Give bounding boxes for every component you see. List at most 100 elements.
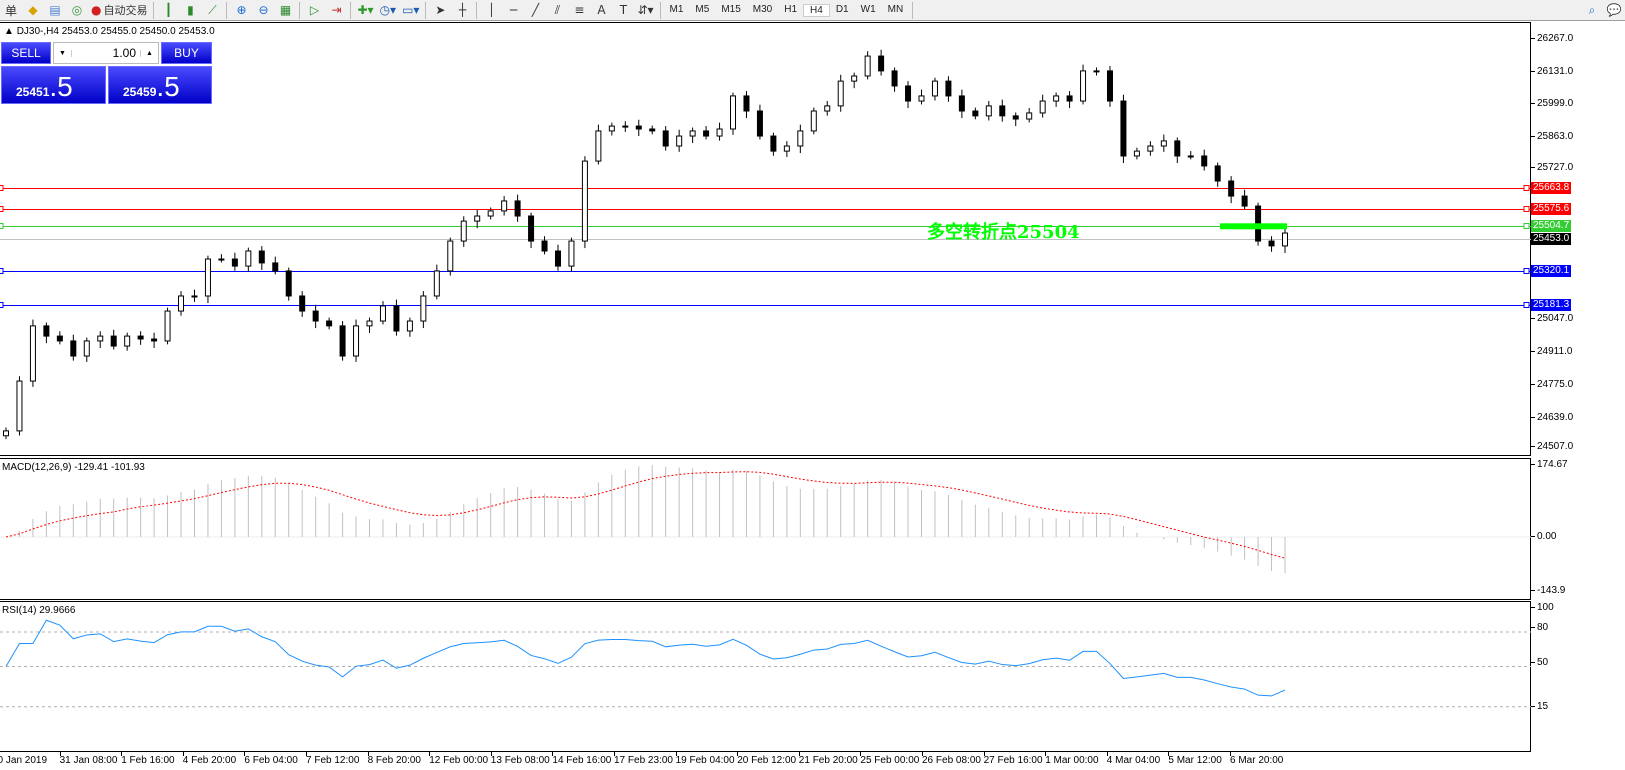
- navigator-icon[interactable]: ▤: [49, 3, 61, 17]
- signal-icon[interactable]: ◎: [71, 3, 83, 17]
- search-icon[interactable]: ⌕: [1588, 2, 1596, 17]
- candle-body: [406, 320, 413, 332]
- candle-body: [245, 250, 252, 267]
- arrows-icon[interactable]: ⇵▾: [637, 3, 654, 17]
- candle-body: [1187, 155, 1194, 158]
- crosshair-icon[interactable]: ┼: [458, 3, 467, 17]
- menu-fragment[interactable]: 单: [4, 3, 17, 18]
- time-label: 26 Feb 08:00: [922, 752, 981, 766]
- periods-icon[interactable]: ◷▾: [379, 3, 397, 17]
- price-tick: 26267.0: [1530, 33, 1574, 44]
- candle-body: [16, 380, 23, 432]
- candle-body: [1241, 195, 1248, 207]
- level-price-tag: 25320.1: [1531, 264, 1572, 277]
- candle-body: [1147, 145, 1154, 152]
- rsi-label: RSI(14) 29.9666: [2, 605, 76, 616]
- text-icon[interactable]: A: [597, 3, 606, 17]
- candle-body: [43, 325, 50, 337]
- profiles-icon[interactable]: ◆: [28, 3, 38, 17]
- time-label: 1 Feb 16:00: [121, 752, 175, 766]
- candle-chart-icon[interactable]: ▮: [187, 3, 194, 17]
- timeframe-m1[interactable]: M1: [669, 3, 684, 15]
- timeframe-h4[interactable]: H4: [803, 3, 830, 17]
- timeframe-w1[interactable]: W1: [860, 3, 876, 15]
- candle-body: [164, 310, 171, 342]
- horizontal-line-icon[interactable]: ─: [509, 3, 518, 17]
- candle-body: [851, 75, 858, 82]
- time-label: 1 Mar 00:00: [1045, 752, 1099, 766]
- rsi-panel[interactable]: RSI(14) 29.9666: [0, 601, 1531, 752]
- candle-body: [1026, 112, 1033, 120]
- zoom-out-icon[interactable]: ⊖: [258, 3, 269, 17]
- autotrade-button[interactable]: ● 自动交易: [91, 3, 148, 17]
- chat-icon[interactable]: 💬: [1606, 3, 1622, 17]
- candle-body: [460, 220, 467, 242]
- auto-scroll-icon[interactable]: ▷: [309, 3, 320, 17]
- candle-body: [379, 305, 386, 322]
- time-label: 14 Feb 16:00: [552, 752, 612, 766]
- vertical-line-icon[interactable]: │: [487, 3, 496, 17]
- price-chart[interactable]: ▲ DJ30-,H4 25453.0 25455.0 25450.0 25453…: [0, 22, 1531, 456]
- equidistant-channel-icon[interactable]: ⫽: [554, 2, 561, 17]
- cursor-icon[interactable]: ➤: [435, 3, 446, 17]
- timeframe-m15[interactable]: M15: [721, 3, 741, 15]
- timeframe-mn[interactable]: MN: [887, 3, 904, 15]
- templates-icon[interactable]: ▭▾: [402, 3, 420, 17]
- candle-body: [151, 338, 158, 342]
- candle-body: [420, 295, 427, 322]
- line-chart-icon[interactable]: ⟋: [208, 2, 217, 17]
- timeframe-h1[interactable]: H1: [784, 3, 798, 15]
- candle-body: [366, 320, 373, 327]
- time-label: 30 Jan 2019: [0, 755, 47, 766]
- sell-price[interactable]: 25451.5: [1, 66, 106, 104]
- sell-button[interactable]: SELL: [1, 42, 51, 64]
- candle-body: [756, 110, 763, 137]
- timeframe-d1[interactable]: D1: [835, 3, 849, 15]
- candle-body: [1106, 70, 1113, 102]
- candle-body: [622, 125, 629, 128]
- time-axis[interactable]: 30 Jan 2019 31 Jan 08:001 Feb 16:00 4 Feb …: [0, 752, 1531, 770]
- fibonacci-icon[interactable]: ≡: [574, 3, 585, 17]
- timeframe-m5[interactable]: M5: [695, 3, 710, 15]
- text-label-icon[interactable]: T: [619, 3, 628, 17]
- candle-body: [1039, 100, 1046, 114]
- time-label: 4 Mar 04:00: [1106, 752, 1161, 766]
- candlestick-canvas: [0, 49, 1531, 440]
- tile-windows-icon[interactable]: ▦: [279, 3, 292, 17]
- bar-chart-icon[interactable]: ┃: [164, 3, 173, 17]
- candle-body: [191, 295, 198, 298]
- lot-input[interactable]: 1.00: [112, 46, 136, 60]
- candle-body: [528, 215, 535, 242]
- chart-shift-icon[interactable]: ⇥: [331, 3, 342, 17]
- candle-body: [137, 335, 144, 340]
- candle-body: [1080, 70, 1087, 102]
- macd-panel[interactable]: MACD(12,26,9) -129.41 -101.93: [0, 458, 1531, 600]
- time-label: 5 Mar 12:00: [1168, 752, 1222, 766]
- candle-body: [299, 295, 306, 312]
- candle-body: [676, 135, 683, 147]
- price-axis[interactable]: 26267.0 26131.0 25999.0 25863.0 25727.0 25047…: [1530, 22, 1625, 752]
- lot-stepper[interactable]: ▼ 1.00 ▲: [53, 42, 159, 64]
- zoom-in-icon[interactable]: ⊕: [236, 3, 247, 17]
- candle-body: [716, 128, 723, 137]
- candle-body: [972, 110, 979, 117]
- increase-lot-button[interactable]: ▲: [140, 49, 158, 57]
- level-handle: [0, 268, 4, 274]
- decrease-lot-button[interactable]: ▼: [54, 49, 72, 57]
- time-label: 27 Feb 16:00: [983, 752, 1043, 766]
- candle-body: [905, 85, 912, 102]
- buy-button[interactable]: BUY: [161, 42, 212, 64]
- indicator-tick: -143.9: [1530, 585, 1566, 596]
- candle-body: [3, 430, 9, 437]
- time-label: 8 Feb 20:00: [367, 752, 421, 766]
- buy-price[interactable]: 25459.5: [108, 66, 212, 104]
- candle-body: [999, 105, 1006, 117]
- level-handle: [1523, 302, 1530, 308]
- candle-body: [29, 325, 36, 382]
- candle-body: [339, 325, 346, 357]
- timeframe-m30[interactable]: M30: [752, 3, 773, 15]
- candle-body: [554, 250, 561, 267]
- indicators-icon[interactable]: ✚▾: [357, 3, 374, 17]
- candle-body: [1282, 232, 1288, 247]
- trendline-icon[interactable]: ╱: [531, 3, 540, 17]
